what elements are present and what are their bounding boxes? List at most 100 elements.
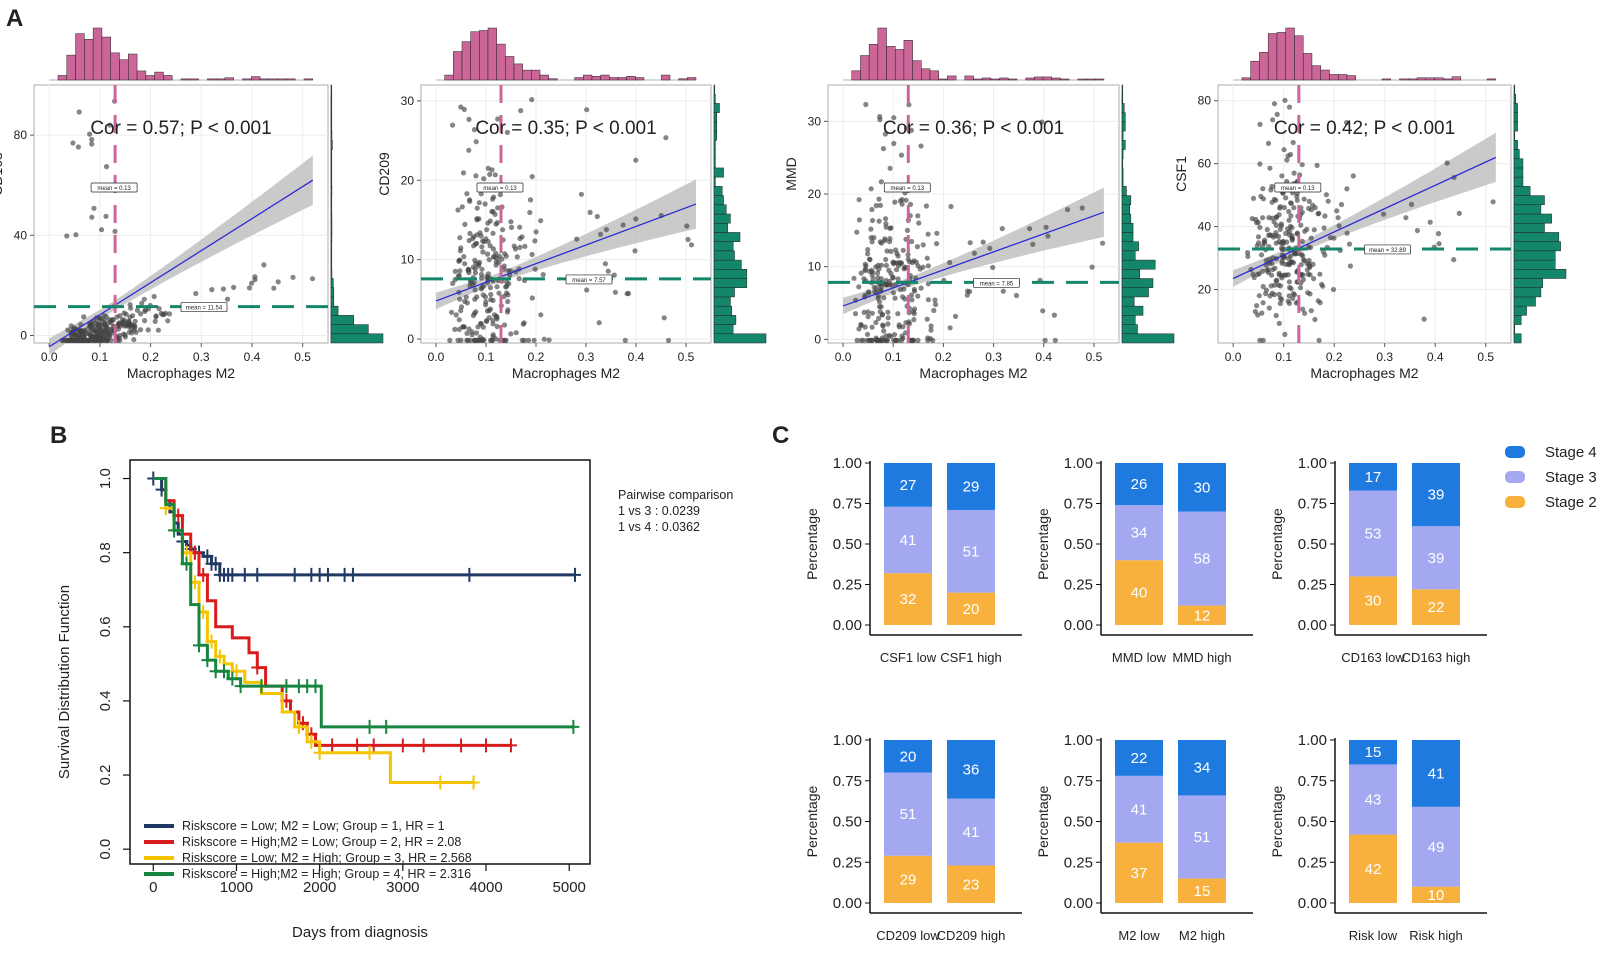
scatter-point bbox=[892, 332, 898, 338]
scatter-point bbox=[1089, 264, 1095, 270]
y-hist-bar bbox=[1513, 195, 1545, 206]
y-hist-bar bbox=[1121, 195, 1132, 206]
scatter-point bbox=[527, 197, 534, 203]
x-tick-label: 0.4 bbox=[244, 350, 261, 364]
y-hist-bar bbox=[713, 140, 716, 150]
scatter-point bbox=[137, 327, 144, 333]
y-hist-bar bbox=[1513, 103, 1518, 113]
scatter-point bbox=[500, 227, 506, 233]
scatter-point bbox=[73, 332, 79, 338]
x-hist-bar bbox=[947, 75, 957, 81]
y-axis-title: Percentage bbox=[1035, 508, 1051, 580]
scatter-point bbox=[503, 284, 509, 290]
scatter-point bbox=[574, 236, 580, 242]
scatter-point bbox=[578, 191, 585, 197]
x-axis-title: Macrophages M2 bbox=[1310, 365, 1418, 381]
scatter-point bbox=[923, 203, 930, 209]
scatter-point bbox=[1291, 170, 1297, 176]
category-label: CSF1 high bbox=[940, 650, 1001, 665]
y-tick-label: 0.50 bbox=[1064, 536, 1093, 553]
y-hist-bar bbox=[713, 204, 727, 215]
scatter-point bbox=[1294, 197, 1300, 203]
scatter-point bbox=[898, 152, 905, 158]
km-censor-mark bbox=[201, 549, 214, 564]
y-tick-label: 0.00 bbox=[1064, 617, 1093, 634]
x-tick-label: 0.3 bbox=[578, 350, 595, 364]
scatter-point bbox=[865, 247, 871, 253]
x-hist-bar bbox=[600, 74, 610, 81]
x-hist-bar bbox=[1051, 77, 1061, 81]
scatter-point bbox=[529, 97, 535, 103]
scatter-point bbox=[1273, 222, 1279, 228]
x-hist-bar bbox=[531, 69, 541, 81]
correlation-label: Cor = 0.42; P < 0.001 bbox=[1274, 118, 1455, 139]
segment-value-label: 22 bbox=[1428, 599, 1445, 616]
scatter-point bbox=[948, 203, 954, 210]
x-hist-bar bbox=[1443, 78, 1453, 81]
scatter-point bbox=[1260, 186, 1266, 192]
mean-x-label: mean = 0.13 bbox=[1281, 186, 1315, 192]
scatter-point bbox=[142, 318, 148, 324]
y-tick-label: 1.00 bbox=[1064, 455, 1093, 472]
scatter-point bbox=[508, 331, 514, 337]
segment-value-label: 17 bbox=[1365, 469, 1382, 486]
y-tick-label: 0 bbox=[814, 332, 821, 346]
y-hist-bar bbox=[1513, 112, 1518, 123]
scatter-point bbox=[471, 243, 477, 249]
scatter-point bbox=[476, 200, 482, 206]
scatter-point bbox=[91, 205, 97, 211]
scatter-point bbox=[1257, 337, 1263, 343]
km-x-tick-label: 2000 bbox=[303, 879, 336, 896]
segment-value-label: 41 bbox=[900, 532, 917, 549]
x-hist-bar bbox=[101, 36, 111, 81]
scatter-point bbox=[460, 170, 467, 176]
x-tick-label: 0.0 bbox=[428, 350, 445, 364]
scatter-point bbox=[487, 337, 494, 343]
scatter-point bbox=[487, 243, 493, 249]
y-tick-label: 80 bbox=[14, 128, 28, 142]
scatter-point bbox=[1427, 219, 1433, 225]
scatter-point bbox=[290, 274, 296, 280]
scatter-point bbox=[1279, 246, 1285, 252]
segment-value-label: 27 bbox=[900, 477, 917, 494]
km-legend-label: Riskscore = Low; M2 = High; Group = 3, H… bbox=[182, 851, 472, 865]
scatter-point bbox=[1435, 231, 1442, 237]
scatter-point bbox=[873, 319, 879, 326]
scatter-point bbox=[882, 131, 889, 137]
stack-segment bbox=[1412, 740, 1460, 807]
x-tick-label: 0.5 bbox=[678, 350, 695, 364]
segment-value-label: 26 bbox=[1131, 476, 1148, 493]
x-hist-bar bbox=[973, 78, 983, 81]
y-tick-label: 20 bbox=[1198, 283, 1212, 297]
scatter-point bbox=[900, 247, 906, 253]
scatter-point bbox=[878, 240, 885, 246]
category-label: MMD low bbox=[1112, 650, 1167, 665]
scatter-point bbox=[620, 222, 626, 228]
scatter-point bbox=[518, 108, 524, 114]
scatter-point bbox=[1288, 259, 1294, 265]
scatter-point bbox=[275, 279, 281, 285]
scatter-point bbox=[1277, 205, 1283, 211]
y-hist-bar bbox=[1121, 315, 1136, 325]
y-tick-label: 40 bbox=[14, 228, 28, 242]
scatter-point bbox=[490, 230, 496, 236]
scatter-point bbox=[1290, 139, 1296, 146]
y-hist-bar bbox=[713, 93, 716, 104]
y-tick-label: 40 bbox=[1198, 220, 1212, 234]
y-axis-title: MMD bbox=[783, 157, 799, 190]
scatter-point bbox=[1262, 240, 1268, 246]
y-hist-bar bbox=[330, 186, 333, 196]
x-tick-label: 0.1 bbox=[1275, 350, 1292, 364]
segment-value-label: 58 bbox=[1194, 551, 1211, 568]
scatter-point bbox=[887, 165, 893, 171]
segment-value-label: 37 bbox=[1131, 865, 1148, 882]
scatter-point bbox=[1282, 97, 1288, 103]
y-hist-bar bbox=[713, 232, 741, 242]
y-hist-bar bbox=[330, 287, 335, 298]
scatter-point bbox=[1347, 263, 1353, 269]
y-hist-bar bbox=[1121, 296, 1135, 307]
scatter-point bbox=[914, 244, 921, 250]
scatter-point bbox=[925, 263, 931, 269]
y-axis-title: CSF1 bbox=[1173, 156, 1189, 192]
scatter-point bbox=[474, 205, 480, 211]
